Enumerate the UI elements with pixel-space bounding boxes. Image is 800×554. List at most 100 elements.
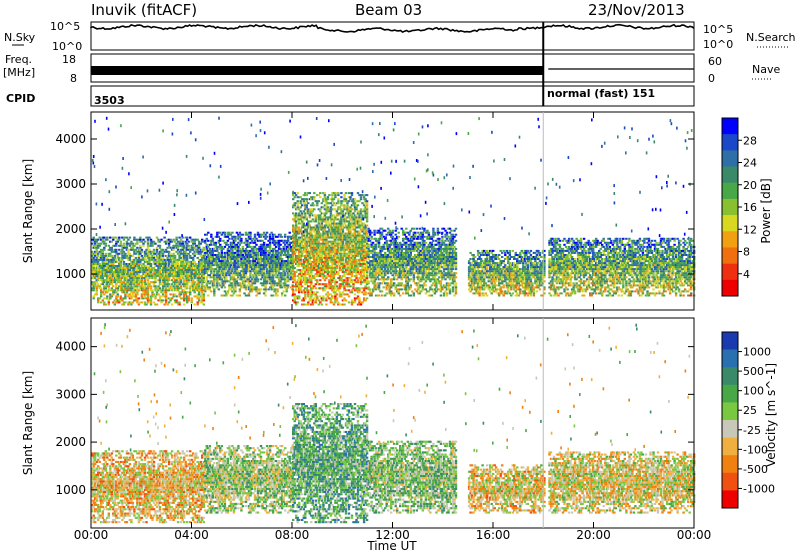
echo-cell-2707 [281,236,283,238]
echo-cell-3387 [315,299,317,301]
echo-cell-821 [147,293,149,295]
echo-cell-3870 [334,283,336,285]
echo-cell-1772 [213,272,215,274]
echo-cell-948 [156,291,158,293]
echo-cell-3861 [333,198,335,200]
echo-cell-425 [120,265,122,267]
echo-cell-1428 [189,293,191,295]
echo-cell-2583 [272,236,274,238]
echo-cell-4391 [355,261,357,263]
echo-cell-4483 [358,214,360,216]
echo-cell-3638 [325,297,327,299]
echo-cell-2925 [295,271,297,273]
date-title: 23/Nov/2013 [588,1,685,19]
echo-cell-2456 [264,290,266,292]
echo-cell-2021 [231,232,233,234]
echo-cell-3204 [306,198,308,200]
echo-cell-4670 [366,194,368,196]
echo-cell-1843 [219,276,221,278]
echo-cell-101 [97,261,99,263]
echo-cell-1598 [200,243,202,245]
nave-label: Nave [752,63,780,76]
echo-cell-1051 [163,285,165,287]
echo-cell-1766 [213,284,215,286]
echo-cell-2531 [269,246,271,248]
echo-cell-2765 [287,286,289,288]
echo-cell-1595 [200,253,202,255]
echo-cell-1020 [160,259,162,261]
echo-cell-4091 [343,279,345,281]
echo-cell-4675 [367,280,369,282]
echo-cell-3559 [322,299,324,301]
echo-cell-732 [139,237,141,239]
echo-cell-3125 [303,200,305,202]
echo-cell-1827 [218,270,220,272]
echo-cell-988 [159,281,161,283]
echo-cell-3558 [321,202,323,204]
echo-cell-1800 [216,286,218,288]
echo-cell-856 [148,261,150,263]
echo-cell-2017 [231,244,233,246]
echo-cell-1374 [185,251,187,253]
echo-cell-1211 [174,255,176,257]
echo-cell-2185 [245,286,247,288]
echo-cell-4926 [386,288,388,290]
echo-cell-3480 [318,231,320,233]
echo-cell-3240 [307,202,309,204]
echo-cell-4797 [375,238,377,240]
echo-cell-2880 [294,299,296,301]
echo-cell-2277 [251,278,253,280]
echo-cell-3090 [301,212,303,214]
echo-cell-3952 [337,241,339,243]
echo-cell-1554 [198,299,200,301]
echo-cell-111 [99,285,101,287]
echo-cell-1311 [182,277,184,279]
echo-cell-4909 [384,274,386,276]
echo-cell-723 [139,261,141,263]
echo-cell-276 [109,253,111,255]
echo-cell-3983 [339,267,341,269]
cpid-right-value: normal (fast) 151 [547,87,655,100]
echo-cell-3216 [307,271,309,273]
echo-cell-1547 [197,257,199,259]
echo-cell-3970 [337,194,339,196]
echo-cell-2162 [242,234,244,236]
echo-cell-4794 [375,246,377,248]
echo-cell-2767 [287,280,289,282]
echo-cell-190 [103,257,105,259]
echo-cell-1028 [162,293,164,295]
echo-cell-1285 [180,293,182,295]
echo-cell-453 [121,249,123,251]
echo-cell-3673 [325,204,327,206]
echo-cell-1983 [230,272,232,274]
echo-cell-1323 [182,249,184,251]
echo-cell-946 [156,304,158,306]
echo-cell-4520 [360,196,362,198]
echo-cell-1712 [209,274,211,276]
echo-cell-373 [117,289,119,291]
echo-cell-2987 [297,192,299,194]
echo-cell-771 [142,243,144,245]
echo-cell-89 [97,299,99,301]
echo-cell-3675 [325,200,327,202]
echo-cell-2063 [234,240,236,242]
echo-cell-3621 [324,229,326,231]
echo-cell-1354 [185,293,187,295]
echo-cell-1686 [206,244,208,246]
echo-cell-1672 [206,278,208,280]
echo-cell-167 [102,251,104,253]
echo-cell-4232 [349,277,351,279]
echo-cell-3834 [333,271,335,273]
echo-cell-4668 [366,202,368,204]
echo-cell-1265 [178,283,180,285]
echo-cell-1252 [177,261,179,263]
echo-cell-4567 [363,273,365,275]
echo-cell-4158 [346,279,348,281]
echo-cell-1951 [227,248,229,250]
echo-cell-390 [118,301,120,303]
echo-cell-1484 [192,249,194,251]
echo-cell-3275 [309,192,311,194]
echo-cell-4364 [354,233,356,235]
echo-cell-775 [144,295,146,297]
echo-cell-3091 [301,204,303,206]
